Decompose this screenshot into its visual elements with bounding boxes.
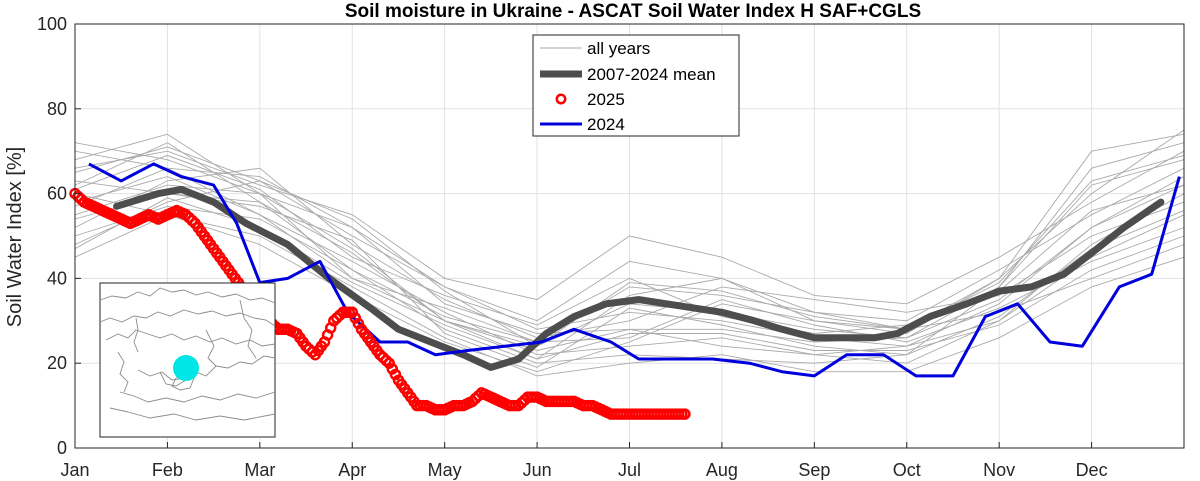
marker-2025	[349, 312, 362, 324]
all-years-line	[74, 146, 1185, 347]
all-years-line	[74, 193, 1185, 368]
x-tick-label: Jun	[523, 460, 552, 480]
x-tick-label: Sep	[798, 460, 830, 480]
line-2024	[88, 162, 1181, 378]
y-tick-label: 40	[47, 268, 67, 288]
inset-map	[99, 282, 276, 438]
all-years-line	[74, 167, 1185, 339]
x-tick-label: Oct	[893, 460, 921, 480]
y-axis-tick-labels: 0 20 40 60 80 100	[37, 14, 81, 458]
x-tick-label: Feb	[152, 460, 183, 480]
y-tick-label: 60	[47, 184, 67, 204]
inset-map-highlight-marker	[173, 355, 199, 381]
x-tick-label: Mar	[244, 460, 275, 480]
all-years-line	[74, 133, 1185, 360]
x-tick-label: Dec	[1076, 460, 1108, 480]
legend-label-2024: 2024	[587, 115, 625, 134]
all-years-line	[74, 167, 1185, 356]
legend-label-all-years: all years	[587, 39, 650, 58]
mean-line	[113, 185, 1165, 371]
all-years-series	[74, 129, 1185, 377]
marker-2025	[352, 317, 365, 330]
all-years-line	[74, 150, 1185, 305]
inset-map-borders	[99, 287, 276, 421]
marker-2025	[679, 408, 691, 420]
y-tick-label: 20	[47, 353, 67, 373]
legend-label-2025: 2025	[587, 90, 625, 109]
x-tick-label: Jul	[618, 460, 641, 480]
all-years-line	[74, 214, 1185, 377]
legend-box	[532, 34, 740, 137]
y-tick-label: 0	[57, 438, 67, 458]
x-tick-label: Nov	[983, 460, 1015, 480]
x-tick-label: Aug	[706, 460, 738, 480]
y-tick-label: 80	[47, 99, 67, 119]
marker-2025	[389, 368, 402, 381]
y-tick-label: 100	[37, 14, 67, 34]
series-2024	[88, 162, 1181, 378]
marker-2025	[383, 357, 395, 369]
y-axis-label: Soil Water Index [%]	[4, 147, 26, 327]
x-tick-label: May	[428, 460, 462, 480]
all-years-line	[74, 176, 1185, 364]
x-tick-label: Jan	[60, 460, 89, 480]
all-years-line	[74, 205, 1185, 343]
marker-2025	[346, 306, 359, 319]
legend: all years 2007-2024 mean 2025 2024	[532, 34, 740, 137]
x-axis-tick-labels: Jan Feb Mar Apr May Jun Jul Aug Sep Oct Nov Dec	[60, 442, 1108, 480]
legend-label-mean: 2007-2024 mean	[587, 65, 716, 84]
marker-2025	[386, 363, 399, 375]
chart-title: Soil moisture in Ukraine - ASCAT Soil Wa…	[345, 1, 921, 22]
legend-swatch-2025	[555, 93, 567, 105]
x-tick-label: Apr	[338, 460, 366, 480]
mean-series	[113, 185, 1165, 371]
